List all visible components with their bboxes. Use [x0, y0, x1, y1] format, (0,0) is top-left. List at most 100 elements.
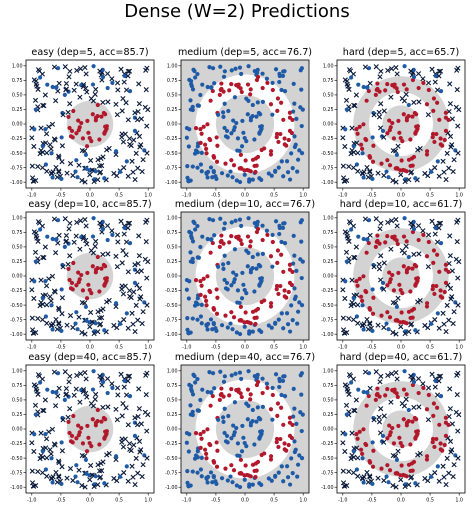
- point-class-b: [437, 422, 442, 427]
- point-class-a: [225, 440, 230, 445]
- point-class-a: [195, 376, 200, 382]
- point-cross: [44, 302, 50, 308]
- point-class-a: [239, 71, 244, 77]
- point-class-b: [375, 86, 380, 92]
- point-class-a: [198, 92, 203, 98]
- point-class-b: [214, 440, 219, 445]
- point-cross: [51, 369, 58, 375]
- x-tick-label: 1.0: [455, 345, 463, 351]
- point-cross: [91, 330, 97, 337]
- point-cross: [49, 121, 56, 127]
- point-cross: [113, 253, 119, 259]
- point-class-a: [50, 84, 55, 90]
- point-class-a: [221, 74, 227, 79]
- point-class-a: [124, 464, 129, 469]
- point-class-a: [222, 430, 227, 436]
- point-cross: [132, 328, 138, 335]
- point-class-a: [83, 304, 89, 309]
- point-class-a: [237, 217, 243, 222]
- point-class-b: [421, 385, 426, 391]
- point-cross: [450, 168, 456, 175]
- point-class-b: [236, 82, 241, 87]
- point-class-b: [385, 233, 390, 239]
- point-cross: [74, 67, 80, 73]
- point-cross: [138, 142, 144, 148]
- x-tick-label: -0.5: [367, 345, 376, 351]
- x-tick-label: 0.0: [241, 193, 249, 199]
- point-class-b: [204, 298, 209, 303]
- point-cross: [40, 254, 46, 260]
- point-class-a: [74, 310, 79, 315]
- point-class-b: [275, 108, 280, 113]
- point-cross: [432, 79, 438, 85]
- point-class-a: [240, 118, 245, 124]
- point-class-b: [421, 80, 426, 86]
- point-cross: [144, 302, 150, 308]
- point-cross: [425, 112, 431, 118]
- point-class-a: [300, 107, 305, 112]
- point-class-b: [375, 391, 380, 397]
- point-cross: [56, 320, 62, 326]
- point-cross: [136, 386, 142, 392]
- point-cross: [109, 381, 115, 387]
- point-cross: [377, 226, 383, 232]
- point-cross: [390, 177, 396, 184]
- point-class-b: [397, 130, 402, 135]
- point-class-b: [391, 441, 397, 446]
- point-cross: [373, 64, 379, 70]
- point-class-b: [443, 128, 449, 134]
- point-cross: [88, 96, 94, 102]
- point-cross: [437, 220, 444, 226]
- point-class-b: [424, 102, 430, 107]
- point-class-a: [279, 159, 284, 164]
- point-cross: [350, 165, 357, 171]
- y-tick-label: 0.75: [167, 230, 178, 236]
- point-cross: [114, 173, 120, 179]
- point-cross: [346, 219, 353, 225]
- point-class-b: [410, 419, 415, 424]
- point-cross: [455, 428, 461, 434]
- point-cross: [135, 413, 141, 420]
- point-class-b: [413, 131, 418, 136]
- point-class-a: [394, 152, 400, 157]
- point-class-a: [38, 227, 43, 232]
- point-cross: [390, 329, 396, 336]
- point-cross: [355, 168, 361, 174]
- point-class-a: [226, 260, 231, 266]
- subplot-easy-dep5: easy (dep=5, acc=85.7)-1.0 -0.5 0.0 0.5 1.01…: [10, 47, 155, 199]
- point-class-b: [205, 122, 210, 127]
- point-cross: [97, 68, 103, 74]
- point-class-b: [268, 457, 274, 462]
- point-cross: [132, 481, 138, 488]
- point-cross: [447, 233, 453, 239]
- point-class-b: [208, 250, 213, 255]
- point-class-b: [424, 254, 430, 259]
- point-cross: [425, 80, 432, 86]
- point-cross: [408, 321, 415, 327]
- point-cross: [443, 176, 449, 183]
- point-class-a: [211, 169, 216, 175]
- point-class-a: [105, 237, 110, 243]
- point-class-a: [49, 151, 54, 156]
- point-cross: [67, 253, 73, 259]
- point-class-a: [241, 130, 246, 135]
- point-class-a: [50, 389, 55, 395]
- point-class-b: [276, 291, 281, 297]
- point-cross: [70, 477, 76, 484]
- point-class-b: [84, 144, 90, 149]
- point-cross: [130, 321, 136, 327]
- point-class-b: [426, 392, 431, 398]
- point-cross: [73, 81, 79, 87]
- point-cross: [95, 462, 101, 468]
- point-cross: [456, 259, 462, 265]
- point-cross: [65, 414, 71, 420]
- point-cross: [38, 430, 44, 436]
- point-class-b: [383, 88, 388, 93]
- point-class-a: [195, 223, 200, 229]
- point-class-b: [103, 124, 108, 129]
- point-class-a: [293, 447, 298, 452]
- point-class-a: [222, 374, 227, 379]
- point-class-b: [430, 436, 436, 442]
- point-class-b: [387, 468, 393, 473]
- point-class-a: [215, 417, 221, 422]
